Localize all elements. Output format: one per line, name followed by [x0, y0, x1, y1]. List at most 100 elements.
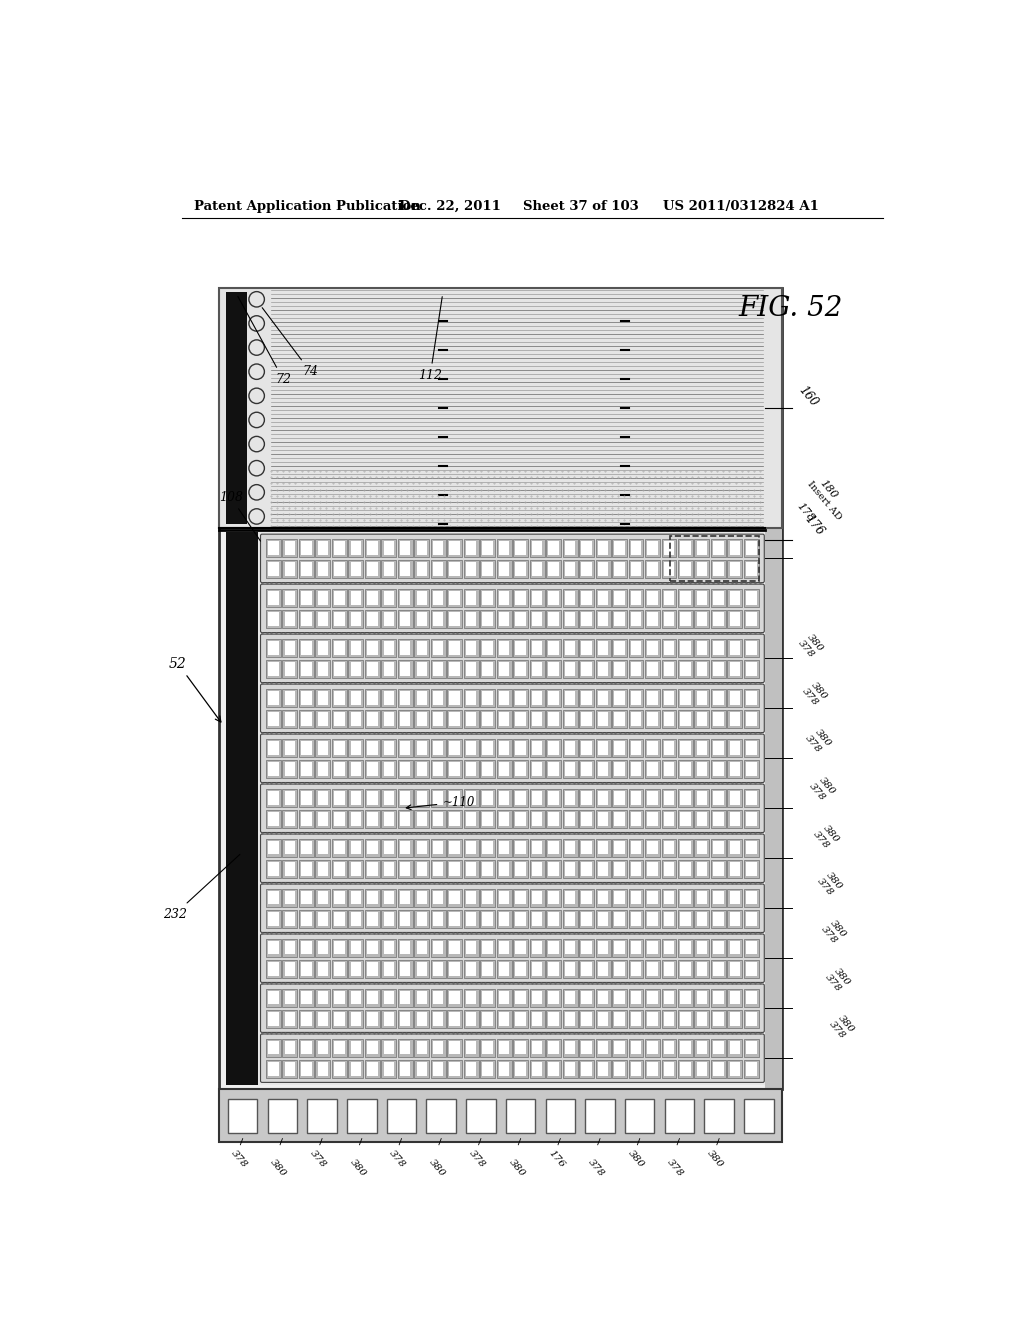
Text: 380: 380: [813, 727, 833, 748]
Bar: [365, 560, 380, 578]
Text: 378: 378: [229, 1148, 249, 1170]
Text: 380: 380: [706, 1148, 725, 1170]
Bar: [499, 812, 509, 825]
Bar: [268, 562, 279, 576]
Bar: [694, 589, 710, 607]
Bar: [582, 1063, 592, 1076]
Bar: [384, 1012, 394, 1026]
Bar: [367, 591, 378, 605]
Bar: [464, 610, 478, 628]
Bar: [629, 1039, 643, 1056]
Bar: [565, 741, 575, 755]
Bar: [464, 1010, 478, 1028]
Bar: [647, 562, 657, 576]
Bar: [596, 788, 610, 807]
Bar: [447, 838, 462, 857]
Bar: [466, 891, 476, 904]
Bar: [415, 689, 429, 706]
Bar: [598, 962, 608, 975]
Bar: [450, 991, 460, 1005]
Bar: [415, 1060, 429, 1077]
Bar: [612, 689, 627, 706]
Bar: [598, 1012, 608, 1026]
Bar: [680, 962, 690, 975]
Bar: [513, 710, 528, 727]
Bar: [332, 788, 347, 807]
Bar: [531, 962, 543, 975]
Bar: [350, 562, 361, 576]
Bar: [562, 859, 578, 878]
Bar: [694, 939, 710, 957]
Bar: [598, 941, 608, 954]
Bar: [384, 812, 394, 825]
Bar: [332, 838, 347, 857]
Bar: [397, 1010, 413, 1028]
Bar: [562, 710, 578, 727]
Bar: [680, 562, 690, 576]
Bar: [598, 562, 608, 576]
Bar: [549, 791, 559, 804]
Bar: [696, 891, 708, 904]
Bar: [743, 939, 759, 957]
Bar: [662, 760, 677, 777]
Bar: [629, 960, 643, 978]
Bar: [384, 841, 394, 854]
Bar: [631, 562, 641, 576]
Bar: [565, 591, 575, 605]
Bar: [680, 791, 690, 804]
Bar: [464, 1039, 478, 1056]
Bar: [531, 991, 543, 1005]
Bar: [499, 711, 509, 726]
Bar: [334, 642, 344, 655]
Bar: [397, 1060, 413, 1077]
Bar: [384, 690, 394, 705]
Bar: [301, 862, 311, 875]
Bar: [596, 539, 610, 557]
Bar: [546, 660, 561, 678]
Bar: [549, 741, 559, 755]
Bar: [662, 960, 677, 978]
Bar: [515, 612, 526, 626]
Bar: [480, 939, 496, 957]
Bar: [664, 891, 674, 904]
Bar: [629, 810, 643, 828]
Bar: [694, 560, 710, 578]
Bar: [499, 841, 509, 854]
Bar: [317, 812, 328, 825]
Bar: [397, 788, 413, 807]
Bar: [258, 532, 765, 1085]
Bar: [365, 909, 380, 928]
Bar: [513, 909, 528, 928]
Bar: [450, 862, 460, 875]
Bar: [317, 891, 328, 904]
Bar: [680, 941, 690, 954]
Bar: [727, 939, 742, 957]
Bar: [645, 788, 659, 807]
Bar: [614, 562, 625, 576]
Bar: [384, 991, 394, 1005]
Bar: [598, 862, 608, 875]
Bar: [450, 941, 460, 954]
Text: 378: 378: [308, 1148, 328, 1170]
Bar: [565, 1063, 575, 1076]
Bar: [645, 739, 659, 756]
Bar: [596, 689, 610, 706]
Bar: [499, 1063, 509, 1076]
Bar: [283, 838, 297, 857]
Bar: [612, 560, 627, 578]
Bar: [301, 591, 311, 605]
Bar: [384, 642, 394, 655]
Bar: [417, 612, 427, 626]
Bar: [531, 762, 543, 776]
Bar: [433, 862, 443, 875]
Bar: [367, 1063, 378, 1076]
Bar: [315, 710, 331, 727]
Bar: [497, 810, 512, 828]
Bar: [647, 541, 657, 554]
Bar: [283, 939, 297, 957]
Bar: [730, 711, 740, 726]
Bar: [466, 711, 476, 726]
Bar: [680, 711, 690, 726]
Bar: [612, 939, 627, 957]
Bar: [499, 741, 509, 755]
